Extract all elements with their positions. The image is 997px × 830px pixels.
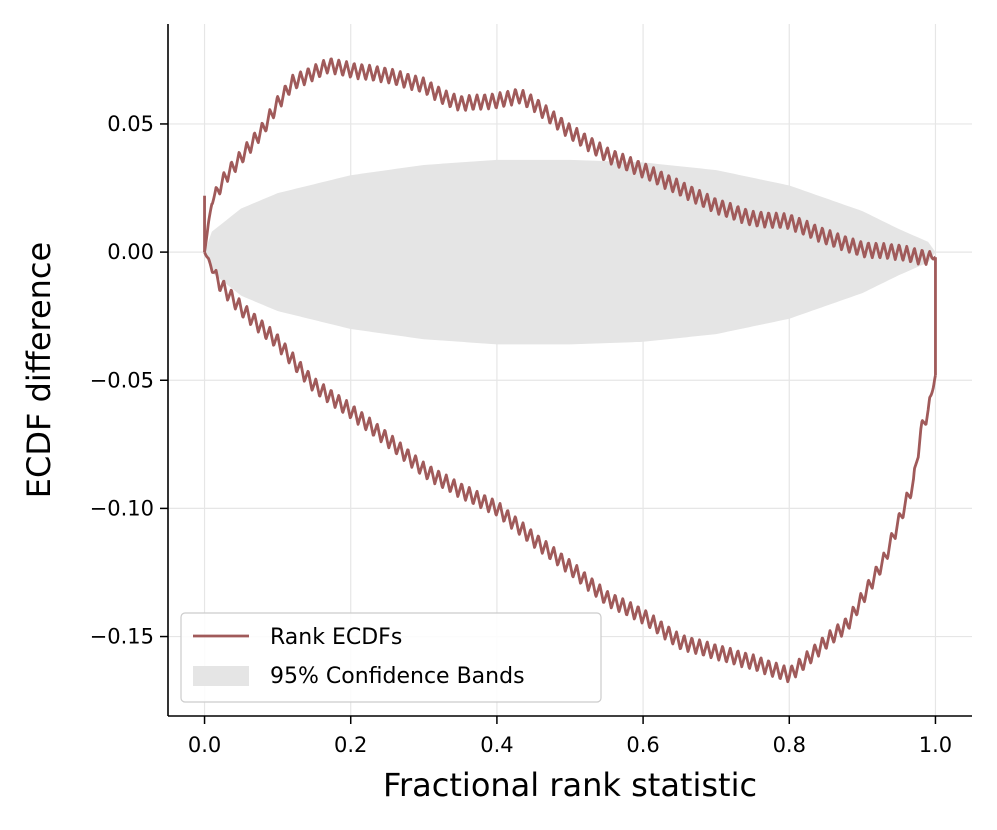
y-tick-label-1: 0.00	[107, 240, 154, 264]
legend-band-swatch	[193, 666, 249, 686]
x-axis: 0.0 0.2 0.4 0.6 0.8 1.0	[188, 716, 952, 757]
legend-box	[180, 612, 602, 703]
confidence-band	[204, 159, 936, 345]
series-line-1	[203, 251, 937, 684]
x-tick-label-5: 1.0	[919, 733, 952, 757]
x-axis-label: Fractional rank statistic	[383, 766, 757, 804]
y-axis: 0.05 0.00 −0.05 −0.10 −0.15	[90, 112, 168, 649]
x-tick-label-2: 0.4	[480, 733, 513, 757]
y-axis-label: ECDF difference	[20, 242, 58, 498]
x-tick-label-1: 0.2	[334, 733, 367, 757]
x-tick-label-3: 0.6	[626, 733, 659, 757]
y-tick-label-4: −0.15	[90, 625, 154, 649]
legend: Rank ECDFs 95% Confidence Bands	[180, 612, 602, 703]
y-tick-label-2: −0.05	[90, 368, 154, 392]
x-tick-label-4: 0.8	[773, 733, 806, 757]
legend-label-rank-ecdfs: Rank ECDFs	[270, 625, 402, 650]
y-tick-label-0: 0.05	[107, 112, 154, 136]
series-line-0	[203, 57, 937, 266]
y-tick-label-3: −0.10	[90, 496, 154, 520]
x-tick-label-0: 0.0	[188, 733, 221, 757]
series-group	[203, 57, 937, 684]
legend-label-confidence-bands: 95% Confidence Bands	[270, 664, 525, 689]
spines	[167, 24, 972, 717]
